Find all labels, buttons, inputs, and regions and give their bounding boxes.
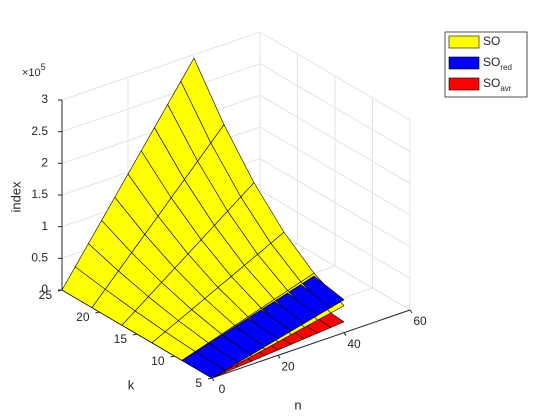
y-tick-label: 20 [76, 310, 90, 324]
x-tick-label: 0 [219, 382, 226, 396]
x-axis-label: n [294, 397, 301, 412]
grid-line [61, 63, 261, 133]
legend-label: SOavr [483, 76, 512, 93]
z-tick-label: 2.5 [31, 124, 48, 138]
z-tick-label: 0.5 [31, 251, 48, 265]
x-tick-label: 20 [281, 360, 295, 374]
y-tick-label: 5 [195, 376, 202, 390]
legend-subscript: red [500, 63, 512, 72]
y-tick [95, 311, 100, 314]
x-axis [211, 309, 411, 379]
x-tick-label: 60 [413, 314, 427, 328]
x-tick [409, 309, 413, 314]
grid-line [259, 31, 411, 121]
z-axis-label: index [8, 181, 23, 213]
z-tick-label: 3 [41, 92, 48, 106]
legend-name: SO [483, 76, 500, 90]
legend-label: SO [483, 34, 500, 48]
y-tick-label: 25 [39, 288, 53, 302]
legend-swatch [448, 77, 480, 91]
grid-line [259, 63, 411, 153]
grid-line [259, 189, 411, 279]
grid-line [61, 31, 261, 101]
legend-subscript: avr [500, 84, 511, 93]
x-tick-label: 40 [347, 337, 361, 351]
z-tick-label: 2 [41, 156, 48, 170]
grid-line [259, 158, 411, 248]
z-multiplier: ×105 [22, 62, 46, 79]
x-tick [211, 377, 215, 382]
grid-line [259, 94, 411, 184]
legend-name: SO [483, 55, 500, 69]
legend-label: SOred [483, 55, 512, 72]
y-tick-label: 15 [114, 332, 128, 346]
z-tick-label: 0 [41, 282, 48, 296]
x-tick [277, 355, 281, 359]
grid-line [259, 126, 411, 216]
legend-swatch [448, 35, 480, 49]
z-tick-label: 1 [41, 219, 48, 233]
y-tick [170, 355, 175, 358]
surface-face [181, 351, 226, 379]
legend-swatch [448, 56, 480, 70]
z-multiplier-power: 5 [41, 62, 46, 72]
z-tick-label: 1.5 [31, 187, 48, 201]
legend-name: SO [483, 34, 500, 48]
z-multiplier-base: ×10 [22, 67, 41, 79]
y-axis-label: k [128, 377, 135, 392]
y-tick [132, 333, 138, 336]
x-tick [343, 332, 347, 336]
y-tick-label: 10 [151, 354, 165, 368]
y-tick [207, 377, 213, 380]
